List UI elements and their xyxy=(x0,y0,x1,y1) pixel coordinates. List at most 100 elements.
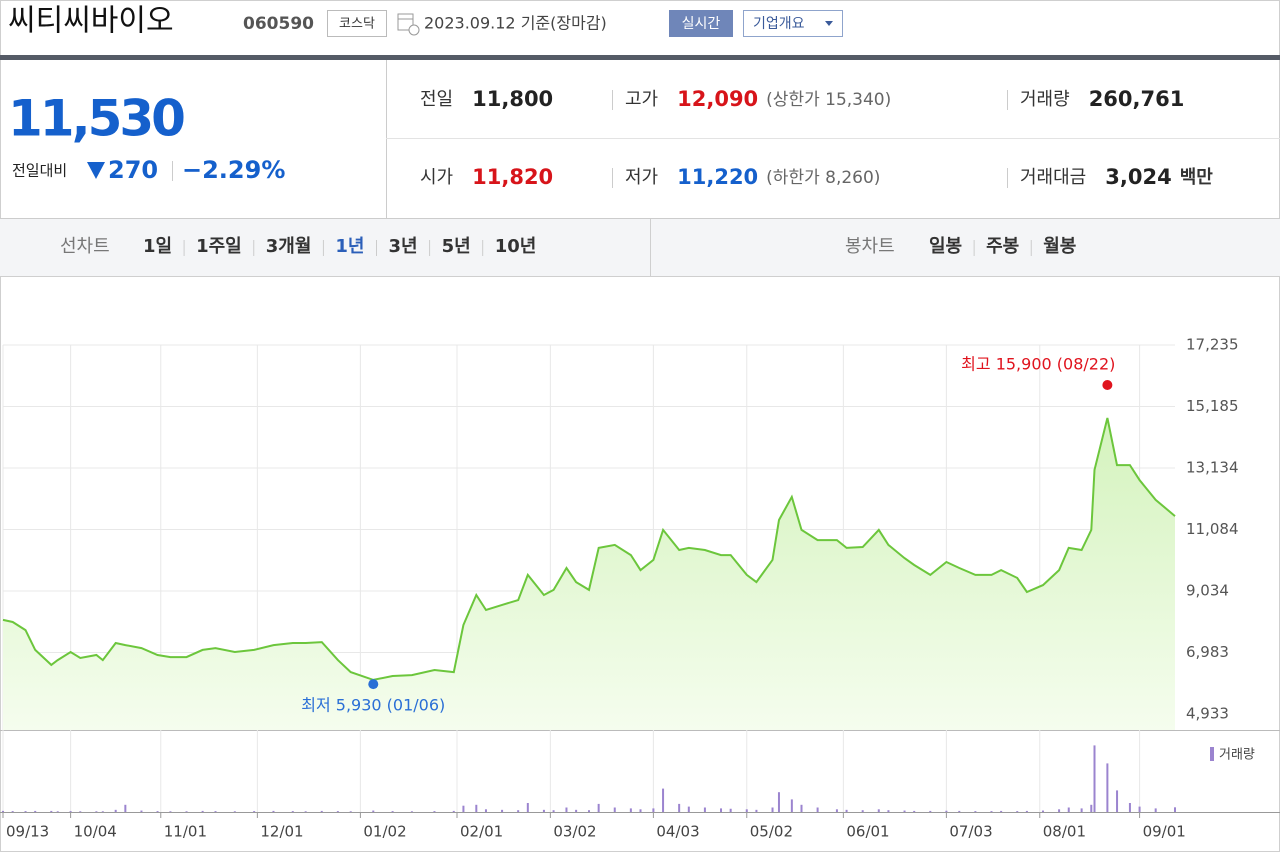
x-tick-label: 09/01 xyxy=(1143,823,1186,841)
volume-bar xyxy=(800,804,803,812)
tab[interactable]: 3개월 xyxy=(266,236,312,257)
tab[interactable]: 월봉 xyxy=(1043,236,1076,257)
volume-bar xyxy=(729,808,732,812)
volume-bar xyxy=(1138,806,1141,812)
extreme-label: 최고 15,900 (08/22) xyxy=(961,355,1115,374)
volume-bar xyxy=(433,811,436,812)
volume-bar xyxy=(597,803,600,812)
tabs: 1일 1주일 3개월 1년 3년 5년 10년 일봉 주봉 월봉 xyxy=(143,236,1076,257)
volume-bar xyxy=(588,810,590,812)
tab[interactable]: 일봉 xyxy=(929,236,962,257)
volume-bar xyxy=(56,811,59,812)
y-tick-label: 17,235 xyxy=(1186,335,1239,353)
volume-bar xyxy=(201,810,204,812)
volume-bar xyxy=(720,808,723,812)
change-pct: −2.29% xyxy=(182,156,285,184)
x-tick-label: 03/02 xyxy=(553,823,596,841)
tab[interactable]: 5년 xyxy=(442,236,471,257)
stat-label: 전일 xyxy=(420,89,453,110)
stat-label: 저가 xyxy=(625,167,658,188)
x-tick-label: 07/03 xyxy=(949,823,992,841)
volume-bar xyxy=(790,799,793,812)
volume-bar xyxy=(336,811,339,812)
volume-bar xyxy=(24,811,27,812)
legend-swatch xyxy=(1210,747,1214,761)
tab[interactable]: 3년 xyxy=(389,236,418,257)
volume-bar xyxy=(1106,763,1109,812)
volume-bar xyxy=(652,808,655,812)
volume-bar xyxy=(913,810,916,812)
x-tick-label: 04/03 xyxy=(656,823,699,841)
stat-value: 11,220 xyxy=(677,165,758,189)
stat-label: 거래량 xyxy=(1020,89,1070,110)
volume-bar xyxy=(755,809,758,812)
volume-bar xyxy=(687,806,690,812)
volume-bar xyxy=(1154,808,1157,812)
volume-bar xyxy=(2,810,4,812)
y-tick-label: 4,933 xyxy=(1186,705,1229,723)
tab[interactable]: 1일 xyxy=(143,236,172,257)
x-tick-label: 09/13 xyxy=(6,823,49,841)
stat-value: 3,024 xyxy=(1105,165,1171,189)
volume-bar xyxy=(34,810,37,812)
volume-bar xyxy=(575,809,578,812)
volume-bar xyxy=(391,811,394,812)
chart: 4,933 6,983 9,034 11,084 13,134 15,185 17,235 0… xyxy=(0,335,1280,841)
y-tick-label: 6,983 xyxy=(1186,643,1229,661)
stat-unit: 백만 xyxy=(1180,167,1214,188)
volume-bar xyxy=(777,792,780,812)
calendar-icon xyxy=(397,13,420,36)
volume-bar xyxy=(526,803,529,812)
volume-bar xyxy=(1041,810,1044,812)
volume-bar xyxy=(1174,807,1176,812)
stat-label: 시가 xyxy=(420,167,453,188)
tab[interactable]: 1주일 xyxy=(196,236,242,257)
y-tick-label: 11,084 xyxy=(1186,520,1239,538)
volume-bar xyxy=(990,811,993,812)
volume-bar xyxy=(233,811,236,812)
volume-bar xyxy=(958,810,961,812)
volume-bar xyxy=(95,811,98,812)
volume-bar xyxy=(945,810,948,812)
stat-label: 고가 xyxy=(625,89,658,110)
company-name: 씨티씨바이오 xyxy=(8,4,174,39)
stat-label: 거래대금 xyxy=(1020,167,1086,188)
price-line xyxy=(2,417,1176,681)
x-tick-label: 11/01 xyxy=(164,823,207,841)
company-label[interactable]: 기업개요 xyxy=(753,16,805,32)
volume-bar xyxy=(1116,790,1119,812)
volume-bar xyxy=(304,811,307,812)
area xyxy=(3,418,1175,730)
volume-bar xyxy=(114,809,117,812)
tab[interactable]: 주봉 xyxy=(986,236,1019,257)
volume-bar xyxy=(613,807,616,812)
volume-bar xyxy=(845,809,848,812)
volume-bar xyxy=(835,809,838,812)
volume-bar xyxy=(124,804,127,812)
volume-bar xyxy=(517,810,520,812)
company-button[interactable] xyxy=(743,10,843,37)
realtime-label[interactable]: 실시간 xyxy=(682,16,721,32)
volume-bar xyxy=(484,809,487,812)
volume-bar xyxy=(291,811,294,812)
volume-bar xyxy=(703,807,706,812)
market: 코스닥 xyxy=(339,17,375,32)
volume-bar xyxy=(542,809,545,812)
stat-value: 260,761 xyxy=(1089,87,1185,111)
stat-note: (하한가 8,260) xyxy=(766,168,880,188)
tab[interactable]: 10년 xyxy=(495,236,537,257)
volume-bar xyxy=(501,809,504,812)
volume-bar xyxy=(629,808,632,812)
change: 270 xyxy=(108,156,158,184)
volume-bar xyxy=(320,810,323,812)
volume-bar xyxy=(349,811,352,812)
volume-bar xyxy=(101,811,104,812)
volume-bar xyxy=(272,810,275,812)
realtime-button[interactable] xyxy=(669,10,733,37)
volume-bar xyxy=(1016,811,1019,812)
x-tick-label: 02/01 xyxy=(460,823,503,841)
tab[interactable]: 1년 xyxy=(335,236,364,257)
x-tick-label: 06/01 xyxy=(846,823,889,841)
volume-bar xyxy=(156,811,159,812)
volume-bar xyxy=(1128,803,1131,812)
